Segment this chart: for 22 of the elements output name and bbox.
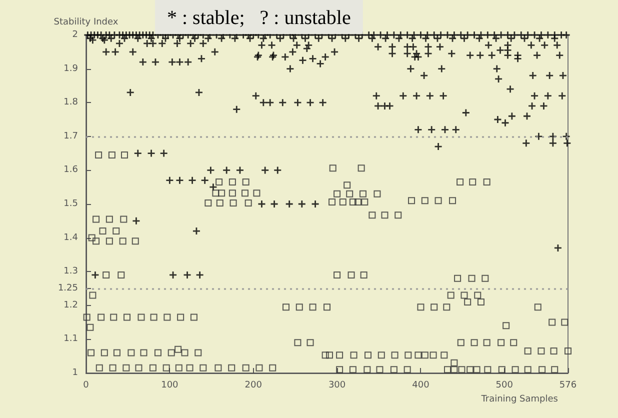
y-tick-label: 1.8 [64, 98, 78, 108]
x-tick-label: 0 [83, 380, 90, 390]
x-axis-title: Training Samples [480, 394, 558, 404]
x-tick-label: 200 [244, 380, 262, 390]
y-tick-label: 1.4 [64, 232, 78, 243]
x-tick-label: 300 [328, 380, 346, 390]
y-tick-label: 1.2 [64, 300, 78, 310]
x-tick-label: 100 [161, 380, 179, 390]
y-tick-label: 1.1 [64, 334, 78, 344]
x-tick-label: 400 [412, 380, 430, 390]
x-tick-label: 500 [496, 380, 514, 390]
y-tick-label: 1 [72, 368, 78, 378]
y-tick-label: 2 [72, 30, 78, 40]
y-tick-label: 1.25 [58, 284, 78, 294]
y-tick-label: 1.5 [64, 199, 78, 209]
chart-title: * : stable; ? : unstable [167, 7, 351, 29]
y-tick-label: 1.9 [64, 64, 78, 74]
y-axis-title: Stability Index [54, 18, 119, 28]
y-tick-label: 1.6 [64, 165, 78, 176]
y-tick-label: 1.3 [64, 266, 78, 277]
y-tick-label: 1.7 [64, 131, 78, 142]
x-tick-label: 576 [559, 380, 577, 390]
